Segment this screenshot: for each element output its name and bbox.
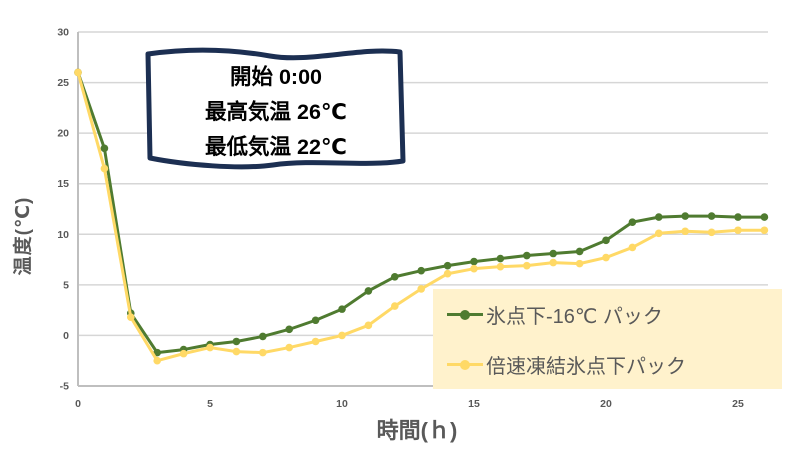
data-point — [575, 259, 584, 268]
data-point — [549, 258, 557, 267]
data-point — [364, 321, 373, 330]
data-point — [681, 212, 689, 220]
data-point — [285, 325, 294, 334]
x-axis-title: 時間(ｈ) — [376, 418, 458, 443]
data-point — [100, 164, 109, 173]
annotation-text: 開始 0:00 最高気温 26℃ 最低気温 22℃ — [145, 47, 407, 171]
data-point — [496, 254, 505, 263]
data-point — [259, 348, 267, 357]
data-point — [470, 257, 478, 266]
y-axis-title: 温度(℃) — [13, 196, 34, 276]
annotation-line-max-temp: 最高気温 26℃ — [205, 100, 347, 124]
y-tick-label: 10 — [57, 229, 69, 241]
legend: 氷点下-16℃ パック 倍速凍結氷点下パック — [433, 289, 782, 389]
data-point — [338, 331, 346, 340]
data-point — [443, 261, 452, 270]
annotation-flag: 開始 0:00 最高気温 26℃ 最低気温 22℃ — [145, 47, 407, 171]
data-point — [496, 262, 505, 271]
data-point — [417, 266, 426, 275]
data-point — [417, 285, 426, 293]
data-point — [734, 226, 742, 235]
data-point — [153, 348, 161, 357]
data-point — [470, 264, 478, 273]
green-line-marker-icon — [447, 304, 483, 324]
data-point — [549, 249, 557, 258]
x-tick-label: 10 — [336, 398, 348, 410]
data-point — [285, 343, 294, 352]
data-point — [707, 228, 716, 237]
data-point — [443, 269, 452, 278]
data-point — [311, 337, 320, 346]
data-point — [602, 253, 610, 262]
annotation-line-min-temp: 最低気温 22℃ — [205, 135, 347, 159]
legend-label: 倍速凍結氷点下パック — [486, 355, 686, 378]
data-point — [681, 227, 689, 236]
data-point — [338, 305, 346, 313]
data-point — [232, 337, 241, 346]
y-tick-label: 30 — [57, 27, 69, 39]
flag-shape-icon — [145, 47, 406, 170]
data-point — [127, 313, 135, 322]
data-point — [391, 272, 399, 281]
legend-item-yellow-pack: 倍速凍結氷点下パック — [433, 339, 782, 389]
data-point — [734, 213, 742, 221]
data-point — [364, 287, 373, 295]
yellow-line-marker-icon — [447, 354, 483, 374]
y-tick-label: 20 — [57, 128, 69, 140]
data-point — [707, 212, 716, 220]
x-tick-label: 20 — [600, 398, 612, 410]
x-tick-label: 0 — [75, 398, 81, 410]
data-point — [628, 218, 637, 226]
data-point — [74, 68, 82, 77]
data-point — [259, 332, 267, 341]
data-point — [391, 302, 399, 310]
y-tick-label: -5 — [60, 381, 69, 393]
y-tick-label: 5 — [63, 279, 69, 291]
data-point — [523, 251, 531, 260]
data-point — [760, 213, 769, 221]
y-tick-label: 25 — [57, 77, 69, 89]
data-point — [100, 144, 109, 153]
data-point — [232, 347, 241, 356]
data-point — [153, 356, 161, 365]
x-tick-label: 5 — [207, 398, 213, 410]
y-tick-label: 15 — [57, 178, 69, 190]
data-point — [311, 316, 320, 325]
data-point — [575, 247, 584, 256]
data-point — [206, 343, 214, 352]
x-tick-label: 25 — [732, 398, 744, 410]
y-tick-label: 0 — [63, 330, 69, 342]
annotation-line-start: 開始 0:00 — [229, 65, 322, 89]
data-point — [655, 213, 663, 221]
data-point — [760, 226, 769, 235]
data-point — [179, 349, 188, 358]
x-tick-label: 15 — [468, 398, 480, 410]
data-point — [602, 236, 610, 245]
data-point — [655, 229, 663, 238]
legend-label: 氷点下-16℃ パック — [486, 305, 663, 328]
legend-item-green-pack: 氷点下-16℃ パック — [433, 289, 782, 339]
data-point — [523, 261, 531, 270]
data-point — [628, 243, 637, 252]
